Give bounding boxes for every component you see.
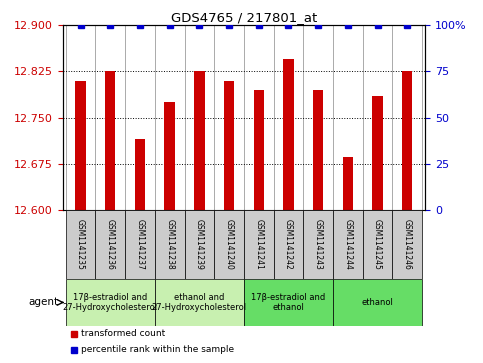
Text: GSM1141240: GSM1141240: [225, 219, 234, 270]
Bar: [66, 279, 155, 326]
Bar: [244, 210, 273, 279]
Title: GDS4765 / 217801_at: GDS4765 / 217801_at: [171, 11, 317, 24]
Bar: [363, 210, 392, 279]
Bar: [66, 210, 96, 279]
Bar: [155, 279, 244, 326]
Bar: [214, 210, 244, 279]
Text: GSM1141237: GSM1141237: [136, 219, 144, 270]
Bar: [75, 81, 86, 210]
Text: ethanol and
27-Hydroxycholesterol: ethanol and 27-Hydroxycholesterol: [152, 293, 247, 312]
Bar: [254, 90, 264, 210]
Text: GSM1141235: GSM1141235: [76, 219, 85, 270]
Text: ethanol: ethanol: [362, 298, 394, 307]
Bar: [303, 210, 333, 279]
Bar: [333, 210, 363, 279]
Bar: [155, 210, 185, 279]
Bar: [125, 210, 155, 279]
Bar: [244, 279, 333, 326]
Text: agent: agent: [28, 297, 58, 307]
Text: 17β-estradiol and
27-Hydroxycholesterol: 17β-estradiol and 27-Hydroxycholesterol: [63, 293, 158, 312]
Text: transformed count: transformed count: [81, 329, 165, 338]
Text: GSM1141241: GSM1141241: [254, 219, 263, 270]
Text: GSM1141246: GSM1141246: [403, 219, 412, 270]
Bar: [96, 210, 125, 279]
Bar: [224, 81, 234, 210]
Bar: [273, 210, 303, 279]
Text: GSM1141239: GSM1141239: [195, 219, 204, 270]
Text: percentile rank within the sample: percentile rank within the sample: [81, 345, 234, 354]
Bar: [135, 139, 145, 210]
Bar: [333, 279, 422, 326]
Text: GSM1141245: GSM1141245: [373, 219, 382, 270]
Bar: [105, 72, 115, 210]
Text: 17β-estradiol and
ethanol: 17β-estradiol and ethanol: [251, 293, 326, 312]
Bar: [313, 90, 323, 210]
Bar: [392, 210, 422, 279]
Bar: [283, 59, 294, 210]
Bar: [194, 72, 205, 210]
Bar: [165, 102, 175, 210]
Bar: [342, 158, 353, 210]
Text: GSM1141243: GSM1141243: [313, 219, 323, 270]
Text: GSM1141242: GSM1141242: [284, 219, 293, 270]
Bar: [402, 72, 412, 210]
Text: GSM1141236: GSM1141236: [106, 219, 115, 270]
Text: GSM1141238: GSM1141238: [165, 219, 174, 270]
Bar: [372, 96, 383, 210]
Bar: [185, 210, 214, 279]
Text: GSM1141244: GSM1141244: [343, 219, 352, 270]
